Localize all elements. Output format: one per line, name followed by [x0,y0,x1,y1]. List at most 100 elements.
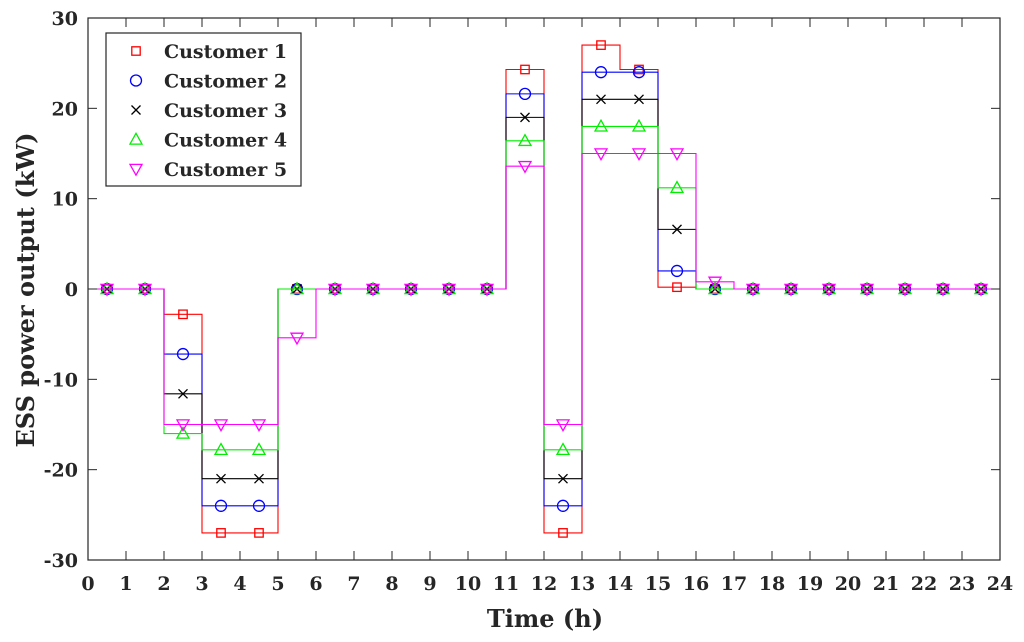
data-point-customer-5 [441,283,457,297]
data-point-customer-5 [251,419,267,433]
data-point-customer-2 [632,66,646,79]
y-tick-label: -10 [44,369,78,391]
legend-label-customer-3: Customer 3 [164,100,287,122]
x-tick-label: 9 [423,573,436,595]
data-point-customer-5 [707,276,723,290]
x-tick-label: 2 [157,573,170,595]
data-point-customer-4 [745,281,761,295]
x-tick-label: 23 [949,573,975,595]
data-point-customer-1 [672,282,682,293]
y-tick-label: 10 [52,189,78,211]
data-point-customer-1 [520,64,530,75]
data-point-customer-5 [593,148,609,162]
data-point-customer-1 [558,528,568,538]
data-point-customer-2 [518,87,532,101]
data-point-customer-5 [821,283,837,297]
data-point-customer-5 [783,283,799,297]
data-point-customer-4 [99,281,115,295]
legend: Customer 1 Customer 2 Customer 3 Customer 4… [105,32,302,187]
legend-marker-customer-1 [131,46,141,56]
data-point-customer-2 [556,499,570,512]
data-point-customer-4 [897,281,913,295]
data-point-customer-4 [213,442,229,456]
x-tick-label: 12 [531,573,557,595]
data-point-customer-1 [596,40,606,50]
x-tick-label: 13 [569,573,595,595]
y-axis-title: ESS power output (kW) [11,132,40,447]
data-point-customer-3 [596,94,606,105]
legend-label-customer-4: Customer 4 [164,130,287,152]
x-tick-label: 15 [645,573,671,595]
data-point-customer-4 [479,281,495,295]
legend-label-customer-5: Customer 5 [164,159,287,181]
legend-box [105,32,302,187]
data-point-customer-3 [216,473,226,484]
data-point-customer-4 [935,281,951,295]
x-tick-label: 6 [309,573,322,595]
x-tick-label: 7 [347,573,360,595]
data-point-customer-5 [973,283,989,297]
data-point-customer-3 [558,473,568,484]
data-point-customer-3 [672,224,682,235]
data-point-customer-4 [859,281,875,295]
data-point-customer-4 [441,281,457,295]
x-tick-label: 4 [233,573,246,595]
data-point-customer-5 [669,148,685,162]
data-point-customer-4 [821,281,837,295]
y-tick-label: 20 [52,98,78,120]
data-point-customer-1 [178,309,188,320]
data-point-customer-4 [327,281,343,295]
data-point-customer-5 [99,283,115,297]
data-point-customer-1 [216,528,226,538]
data-point-customer-5 [175,419,191,433]
data-point-customer-5 [859,283,875,297]
legend-marker-customer-3 [131,105,141,115]
data-point-customer-4 [973,281,989,295]
x-tick-label: 17 [721,573,747,595]
data-point-customer-4 [175,425,191,439]
data-point-customer-2 [214,499,228,512]
x-tick-label: 22 [911,573,937,595]
data-point-customer-4 [365,281,381,295]
data-point-customer-5 [289,332,305,346]
legend-marker-customer-4 [128,131,144,145]
data-point-customer-5 [745,283,761,297]
data-point-customer-3 [634,94,644,105]
x-tick-label: 8 [385,573,398,595]
series-layer [88,40,1000,538]
data-point-customer-2 [594,66,608,79]
data-point-customer-2 [176,347,190,361]
data-point-customer-4 [137,281,153,295]
x-tick-label: 0 [81,573,94,595]
data-point-customer-1 [254,528,264,538]
x-tick-label: 19 [797,573,823,595]
legend-marker-customer-2 [129,74,143,87]
x-tick-label: 3 [195,573,208,595]
data-point-customer-4 [707,281,723,295]
legend-marker-customer-5 [128,163,144,177]
data-point-customer-4 [593,118,609,132]
x-tick-label: 21 [873,573,899,595]
data-point-customer-5 [631,148,647,162]
data-point-customer-4 [555,442,571,456]
data-point-customer-5 [935,283,951,297]
x-tick-label: 5 [271,573,284,595]
x-axis-title: Time (h) [487,604,603,633]
data-point-customer-5 [517,160,533,174]
data-point-customer-3 [520,112,530,123]
x-tick-label: 20 [835,573,861,595]
series-customer-5 [88,148,1000,433]
data-point-customer-4 [631,118,647,132]
data-point-customer-5 [555,419,571,433]
series-line-customer-5 [88,152,1000,426]
data-point-customer-5 [213,419,229,433]
y-tick-label: 30 [52,8,78,30]
data-point-customer-4 [403,281,419,295]
axes-layer: 0 1 2 3 4 5 6 7 8 9 10 11 12 13 14 15 16 17 18 19 20 21 22 23 24… [44,8,1014,595]
data-point-customer-5 [897,283,913,297]
data-point-customer-2 [252,499,266,512]
y-tick-label: -20 [44,460,78,482]
x-tick-label: 16 [683,573,709,595]
x-tick-label: 24 [987,573,1013,595]
